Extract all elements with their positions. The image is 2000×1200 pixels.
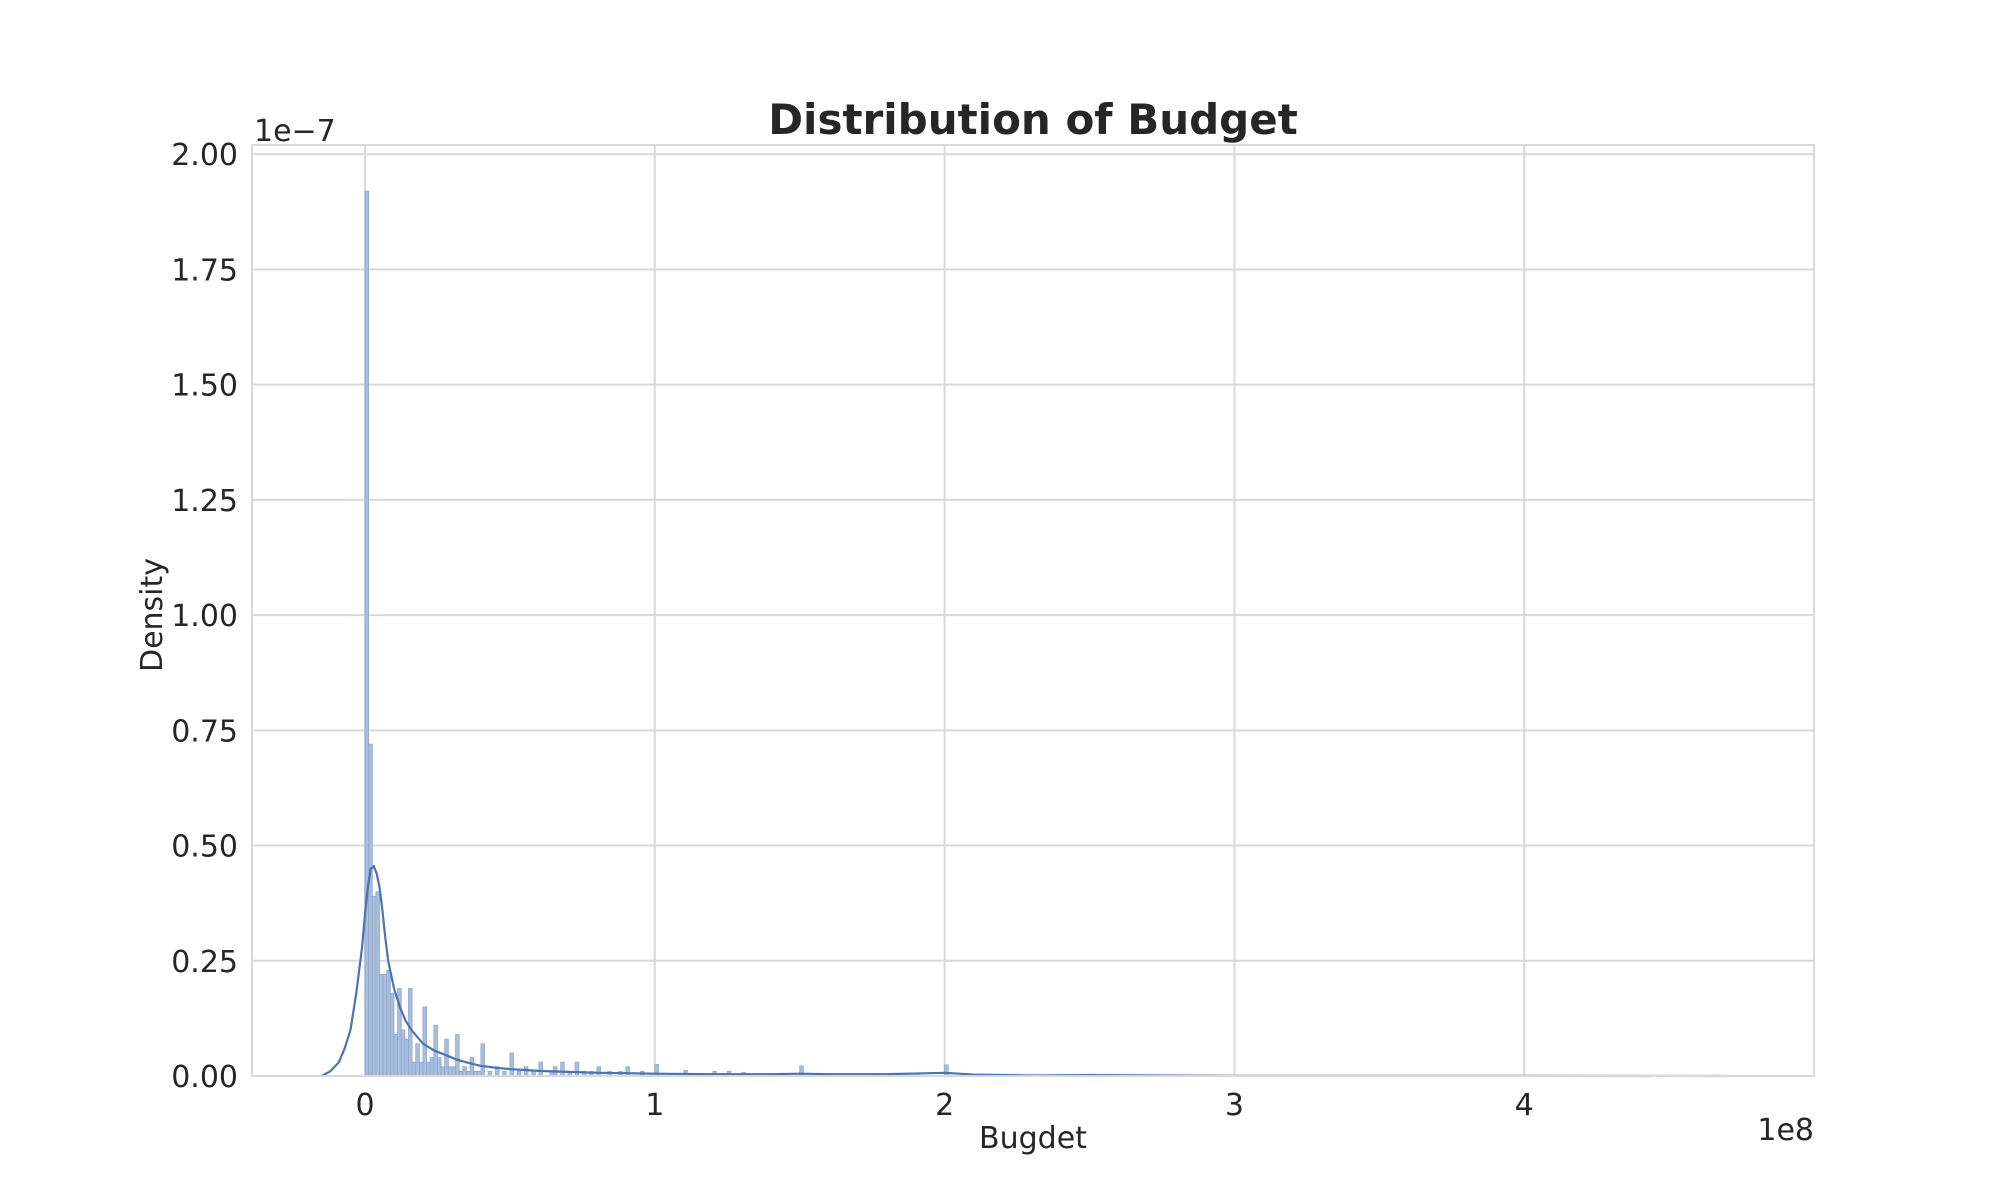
x-tick-labels: 0 1 2 3 4 bbox=[355, 1088, 1533, 1123]
histogram-bar bbox=[386, 969, 391, 1077]
histogram-bar bbox=[418, 1061, 424, 1077]
y-offset-text: 1e−7 bbox=[254, 114, 336, 149]
histogram-bar bbox=[375, 891, 380, 1077]
x-tick-label: 1 bbox=[645, 1088, 664, 1123]
histogram-bars bbox=[364, 190, 1732, 1077]
histogram-bar bbox=[538, 1061, 543, 1077]
chart-title: Distribution of Budget bbox=[768, 95, 1298, 144]
histogram-bar bbox=[382, 974, 388, 1077]
y-axis-label: Density bbox=[135, 558, 170, 672]
histogram-bar bbox=[469, 1057, 475, 1077]
y-tick-label: 0.50 bbox=[171, 830, 238, 865]
histogram-bar bbox=[371, 895, 377, 1077]
plot-frame bbox=[251, 144, 1815, 1077]
histogram-bar bbox=[524, 1066, 529, 1077]
grid-lines bbox=[252, 145, 1814, 1077]
histogram-bar bbox=[437, 1057, 442, 1077]
x-axis-label: Bugdet bbox=[979, 1121, 1087, 1156]
histogram-bar bbox=[455, 1034, 460, 1077]
histogram-bar bbox=[596, 1066, 601, 1077]
histogram-bar bbox=[560, 1061, 565, 1077]
y-tick-label: 0.25 bbox=[171, 945, 238, 980]
y-tick-label: 1.00 bbox=[171, 599, 238, 634]
histogram-bar bbox=[447, 1066, 453, 1077]
y-tick-label: 0.75 bbox=[171, 714, 238, 749]
histogram-bar bbox=[389, 992, 395, 1077]
histogram-bar bbox=[480, 1043, 485, 1077]
histogram-bar bbox=[400, 1029, 406, 1077]
histogram-bar bbox=[379, 974, 384, 1077]
histogram-bar bbox=[429, 1057, 435, 1077]
y-tick-label: 1.50 bbox=[171, 369, 238, 404]
histogram-bar bbox=[574, 1061, 580, 1077]
histogram-bar bbox=[444, 1038, 449, 1077]
y-tick-label: 1.25 bbox=[171, 484, 238, 519]
x-tick-label: 0 bbox=[355, 1088, 374, 1123]
histogram-bar bbox=[404, 1038, 409, 1077]
histogram-bar bbox=[393, 1034, 399, 1077]
histogram-bar bbox=[364, 190, 370, 1077]
histogram-bar bbox=[625, 1066, 630, 1077]
histogram-bar bbox=[411, 1061, 417, 1077]
histogram-bar bbox=[440, 1066, 446, 1077]
histogram-bar bbox=[944, 1064, 949, 1077]
histogram-bar bbox=[462, 1066, 467, 1077]
histogram-bar bbox=[368, 743, 373, 1077]
y-tick-label: 2.00 bbox=[171, 138, 238, 173]
kde-line bbox=[321, 864, 1728, 1078]
histogram-bar bbox=[426, 1061, 431, 1077]
y-tick-labels: 0.00 0.25 0.50 0.75 1.00 1.25 1.50 1.75 2.00 bbox=[171, 138, 238, 1095]
x-tick-label: 2 bbox=[935, 1088, 954, 1123]
kde-curve bbox=[321, 864, 1728, 1078]
x-tick-label: 4 bbox=[1515, 1088, 1534, 1123]
x-tick-label: 3 bbox=[1225, 1088, 1244, 1123]
x-offset-text: 1e8 bbox=[1757, 1113, 1814, 1148]
histogram-bar bbox=[422, 1006, 428, 1077]
histogram-bar bbox=[451, 1066, 456, 1077]
y-tick-label: 1.75 bbox=[171, 253, 238, 288]
histogram-bar bbox=[509, 1052, 514, 1077]
y-tick-label: 0.00 bbox=[171, 1060, 238, 1095]
histogram-bar bbox=[415, 1043, 420, 1077]
histogram-bar bbox=[408, 988, 413, 1077]
